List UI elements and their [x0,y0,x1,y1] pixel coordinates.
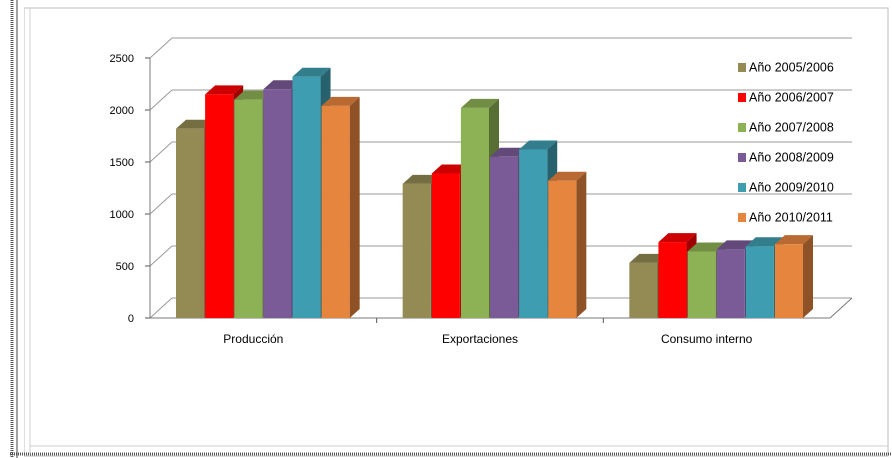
bar-top [292,67,331,77]
bar-top [402,174,441,184]
bar-top [658,233,697,243]
bar-top [431,164,470,174]
bar [745,246,774,318]
bar-top [745,237,784,247]
bar [321,105,350,318]
bar-top [629,253,668,263]
gridline-side [149,37,173,59]
gridline-side [149,245,173,267]
legend-swatch [738,213,746,222]
legend-swatch [738,183,746,192]
y-tick-label: 2500 [110,53,134,65]
legend-swatch [738,63,746,72]
bar-top [519,140,558,150]
bar [519,149,548,318]
legend-label: Año 2010/2011 [749,211,833,225]
bar-top [460,98,499,108]
floor-edge [829,297,853,319]
chart-bars [176,67,813,319]
legend-label: Año 2008/2009 [749,151,834,165]
bar-top [548,171,587,181]
gridline-side [149,141,173,163]
gridline-side [149,89,173,111]
bar-top [774,235,813,245]
bar [431,173,460,318]
x-category-label: Consumo interno [661,332,753,346]
y-tick-label: 1500 [110,157,134,169]
bar [687,251,716,318]
chart-legend: Año 2005/2006 Año 2006/2007 Año 2007/2008 A… [738,61,834,225]
bar [263,89,292,318]
y-tick-label: 0 [128,313,134,325]
y-tick-label: 1000 [110,209,134,221]
bar-top [176,119,215,129]
bar-top [321,96,360,106]
bar [176,128,205,318]
legend-label: Año 2007/2008 [749,121,834,135]
bar-top [687,242,726,252]
bar [629,262,658,318]
bar [774,244,803,318]
gridline-side [149,297,173,319]
bar-top [716,240,755,250]
y-tick-label: 500 [116,261,134,273]
legend-label: Año 2006/2007 [749,91,834,105]
bar-side [349,96,360,318]
bar [402,183,431,318]
y-tick-label: 2000 [110,105,134,117]
bar-top [205,85,244,95]
x-category-label: Exportaciones [442,332,518,346]
bar [234,99,263,318]
bar-side [576,171,587,318]
category-labels: Producción Exportaciones Consumo interno [223,332,752,346]
bar-top [234,90,273,100]
legend-swatch [738,153,746,162]
legend-swatch [738,93,746,102]
bar [205,94,234,319]
bar [292,76,321,318]
bar [460,107,489,318]
bar-side [803,235,813,318]
legend-swatch [738,123,746,132]
bar [548,180,577,318]
legend-label: Año 2009/2010 [749,181,834,195]
gridline-side [149,193,173,215]
bar [490,156,519,318]
bar [658,242,687,318]
bar-top [490,147,529,157]
bar-top [263,80,302,90]
x-category-label: Producción [223,332,283,346]
bar [716,249,745,318]
legend-label: Año 2005/2006 [749,61,834,75]
